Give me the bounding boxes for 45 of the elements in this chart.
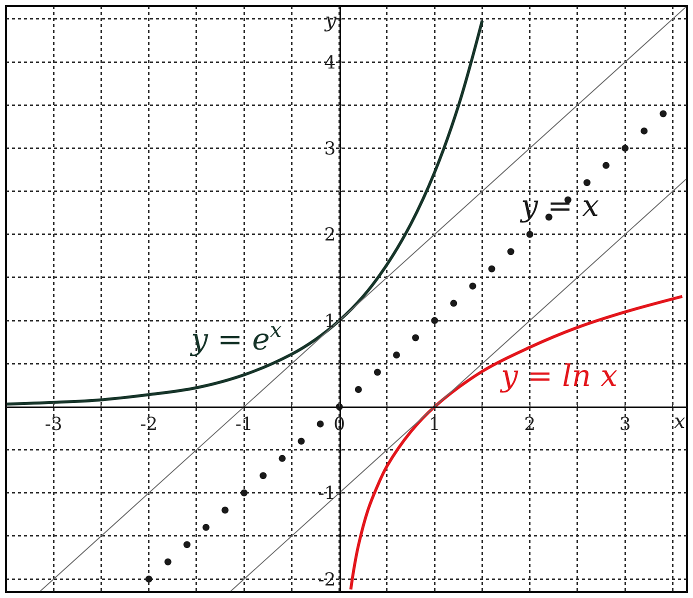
y-tick-label: 2 [324,224,336,246]
point [240,489,248,496]
y-tick-label: 3 [324,138,336,160]
point [507,248,514,256]
point [660,110,667,118]
point [393,352,400,359]
point [469,282,476,290]
point [374,368,381,376]
point [278,454,286,462]
point [202,524,210,531]
point [640,127,648,134]
x-tick-label: 3 [619,414,631,435]
point [622,144,629,152]
annotation: y = x [519,189,600,224]
y-tick-label: -2 [318,569,336,590]
point [260,472,267,480]
point [164,558,172,566]
point [298,438,305,445]
point [145,576,152,583]
x-tick-label: 2 [524,414,536,435]
line-series [349,294,684,591]
point [545,214,552,221]
y-tick-label: 4 [324,52,336,74]
point [602,162,610,169]
point [564,196,572,204]
point [450,300,458,307]
point [583,179,590,186]
x-tick-label: -2 [140,414,158,435]
point [354,386,362,393]
point [222,506,229,514]
point [488,265,496,272]
point [412,334,420,342]
point [526,230,534,238]
point [183,541,190,548]
point [431,317,438,324]
y-tick-label: -1 [318,483,336,504]
annotation: y = e$^{x}$ [189,318,282,358]
x-tick-label: -3 [44,414,62,435]
x-tick-label: -1 [235,414,253,435]
x-axis-title: x [674,409,686,433]
y-axis-title: y [324,8,337,32]
annotation: y = ln x [499,359,618,394]
x-tick-label: 1 [428,414,440,435]
point [316,420,324,428]
y-tick-label: 1 [324,310,336,332]
